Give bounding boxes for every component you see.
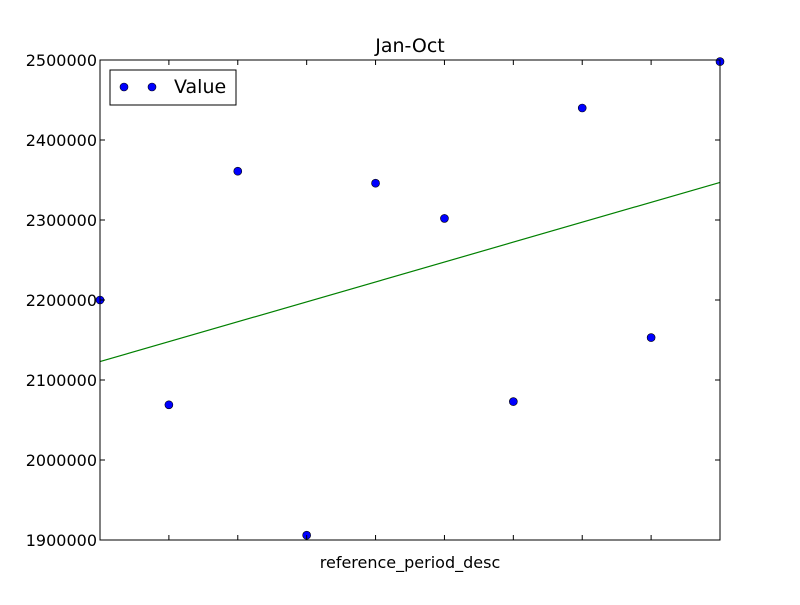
data-point bbox=[164, 400, 174, 410]
y-tick-label: 2400000 bbox=[26, 131, 97, 150]
legend-label: Value bbox=[174, 76, 226, 98]
chart-title: Jan-Oct bbox=[374, 35, 445, 57]
y-tick-label: 2200000 bbox=[26, 291, 97, 310]
y-tick-label: 1900000 bbox=[26, 531, 97, 550]
data-point bbox=[577, 103, 587, 113]
data-point bbox=[371, 178, 380, 188]
y-tick-label: 2000000 bbox=[26, 451, 97, 470]
legend-marker bbox=[119, 82, 129, 92]
y-tick-label: 2100000 bbox=[26, 371, 97, 390]
legend-box bbox=[109, 69, 237, 106]
data-point bbox=[440, 214, 449, 223]
plot-frame bbox=[99, 59, 721, 541]
legend-marker bbox=[147, 82, 157, 92]
data-point bbox=[646, 333, 656, 342]
data-point bbox=[509, 397, 518, 406]
trend-line bbox=[99, 181, 721, 363]
y-tick-label: 2500000 bbox=[26, 51, 97, 70]
y-tick-label: 2300000 bbox=[26, 211, 97, 230]
data-point bbox=[233, 166, 243, 176]
legend: Value bbox=[109, 69, 237, 106]
x-axis-label: reference_period_desc bbox=[320, 553, 501, 573]
